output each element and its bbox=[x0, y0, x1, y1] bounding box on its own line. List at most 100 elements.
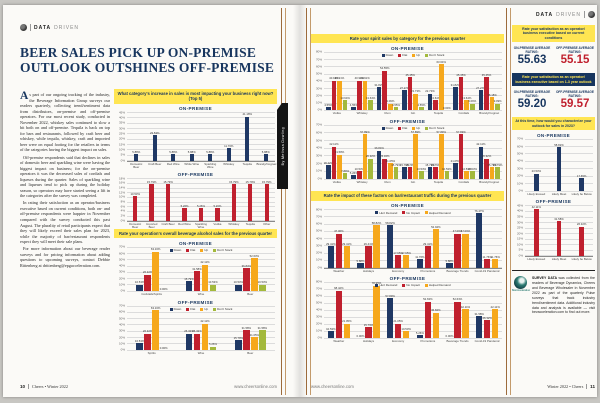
category-label: Gin bbox=[410, 111, 416, 116]
bar-slot: 26.32% bbox=[577, 206, 586, 256]
bar bbox=[424, 301, 432, 339]
value-label: 29.41% bbox=[342, 242, 352, 247]
gridline bbox=[324, 95, 502, 96]
bar bbox=[342, 173, 348, 180]
value-label: 42.11% bbox=[200, 319, 210, 324]
bar bbox=[251, 258, 258, 292]
bar bbox=[189, 154, 194, 161]
gridline bbox=[324, 295, 502, 297]
bar bbox=[534, 209, 539, 256]
value-label: 52.63% bbox=[423, 297, 433, 302]
gridline bbox=[127, 290, 275, 292]
value-label: 42.11% bbox=[200, 260, 210, 265]
gridline bbox=[127, 178, 275, 179]
y-tick-label: 70% bbox=[516, 136, 523, 141]
bar bbox=[382, 70, 388, 111]
value-label: 0.00% bbox=[445, 334, 454, 339]
chart-section-title: OFF-PREMISE bbox=[389, 275, 426, 281]
legend-item: Up bbox=[412, 126, 420, 130]
gridline bbox=[127, 253, 275, 254]
bar-slot: 7.89% bbox=[341, 125, 349, 180]
y-tick-label: 60% bbox=[315, 64, 322, 69]
bar-group: 42.11% bbox=[525, 206, 548, 256]
rating-value: 55.63 bbox=[517, 54, 547, 67]
bar-group: 58.82% 17.65% 17.65% bbox=[383, 210, 413, 268]
category-label: Imported Beer bbox=[145, 221, 158, 229]
survey-note-lead: SURVEY DATA bbox=[532, 276, 557, 281]
bar-group: 5.88% bbox=[183, 113, 202, 161]
y-tick-label: 30% bbox=[315, 86, 322, 90]
category-label: Tequila bbox=[433, 180, 443, 185]
bar bbox=[475, 212, 483, 268]
legend-label: Flat bbox=[402, 53, 408, 58]
bar-group: 5.26% bbox=[209, 179, 225, 221]
bar-group: 26.32% 26.32% 42.11% 5.26% bbox=[176, 306, 225, 351]
bar-slot: 26.32% bbox=[380, 125, 390, 180]
bar bbox=[462, 309, 469, 339]
bar-group: 31.58% bbox=[548, 206, 571, 256]
y-tick-label: 40% bbox=[118, 263, 125, 268]
bar-group: 15.79% 15.79% 57.89% 10.53% bbox=[400, 125, 426, 180]
footer-right-site: www.cheersonline.com bbox=[311, 384, 354, 389]
bar-slot: 54.55% bbox=[380, 52, 390, 111]
y-tick-label: 20% bbox=[516, 173, 523, 178]
value-label: 40.91% bbox=[354, 76, 365, 81]
value-label: 47.06% bbox=[452, 229, 463, 234]
legend-chip bbox=[424, 211, 428, 215]
legend-item: Don't Stock bbox=[213, 248, 232, 252]
bar bbox=[382, 158, 388, 180]
y-tick-label: 16% bbox=[118, 180, 125, 185]
bar bbox=[424, 246, 432, 268]
value-label: 47.06% bbox=[334, 229, 344, 234]
y-tick-label: 20% bbox=[118, 136, 125, 141]
footer-right-page: Winter 2022 • Cheers 11 bbox=[515, 384, 595, 389]
gridline bbox=[127, 206, 275, 207]
bar-slot: 31.58% bbox=[242, 306, 251, 351]
legend-label: Flat bbox=[190, 248, 196, 253]
chart-banner: What category's increase in sales is mos… bbox=[114, 89, 277, 104]
value-label: 21.05% bbox=[450, 158, 461, 163]
headline: BEER SALES PICK UP ON-PREMISE OUTLOOK OU… bbox=[20, 45, 282, 75]
legend-item: Down bbox=[169, 248, 181, 252]
category-label: Red Wine bbox=[178, 221, 191, 226]
bar bbox=[243, 330, 250, 351]
chart-overall-sales-on-premise: 0% 10% 20% 30% 40% 50% 60% 70% 10.53% 26.32% 63.16… bbox=[114, 245, 277, 296]
value-label: 26.32% bbox=[380, 154, 390, 159]
bar-slot: 42.11% bbox=[200, 306, 210, 351]
bar-slot: 10.53% bbox=[135, 247, 144, 292]
value-label: 78.95% bbox=[372, 282, 382, 285]
bar-slot: 40.91% bbox=[360, 52, 370, 111]
rating-cell: ON-PREMISE AVERAGE RATING: 55.63 bbox=[512, 46, 552, 67]
y-tick-label: 20% bbox=[118, 276, 125, 281]
bar bbox=[327, 246, 335, 268]
bar-group: 5.88% bbox=[127, 113, 146, 161]
chart-banner: Rate the impact of these factors on bar/… bbox=[311, 191, 504, 201]
bar bbox=[469, 103, 475, 111]
bar-slot: 78.95% bbox=[372, 282, 382, 339]
bar bbox=[335, 290, 343, 339]
bar bbox=[376, 87, 382, 111]
bar-slot: 0.00% bbox=[446, 282, 454, 338]
bar-slot: 9.09% bbox=[468, 52, 476, 111]
bar-slot: 27.27% bbox=[476, 52, 486, 111]
bar bbox=[259, 330, 266, 351]
category-label: Likely Meet bbox=[551, 192, 567, 197]
survey-note: BevAcceleration SURVEY DATA was collecte… bbox=[512, 270, 595, 315]
kicker-label: DRIVEN bbox=[54, 24, 80, 31]
bars-area: 10.53% 26.32% 63.16% 0.00% 26.32% 26.32% 42.11… bbox=[127, 306, 275, 351]
y-tick-label: 40% bbox=[118, 115, 125, 120]
value-label: 22.73% bbox=[425, 89, 435, 94]
bar bbox=[337, 80, 342, 111]
legend-label: No Impact bbox=[406, 283, 420, 288]
legend-chip bbox=[375, 211, 379, 215]
category-label: Promotions bbox=[420, 268, 436, 273]
category-label: Whiskey bbox=[228, 221, 240, 226]
bar bbox=[407, 166, 413, 180]
bar bbox=[185, 281, 193, 292]
value-label: 21.05% bbox=[249, 332, 260, 337]
chart-section-title: ON-PREMISE bbox=[390, 45, 425, 51]
chart-section-title: OFF-PREMISE bbox=[389, 118, 426, 124]
value-label: 40.91% bbox=[360, 76, 370, 81]
gridline bbox=[127, 337, 275, 338]
